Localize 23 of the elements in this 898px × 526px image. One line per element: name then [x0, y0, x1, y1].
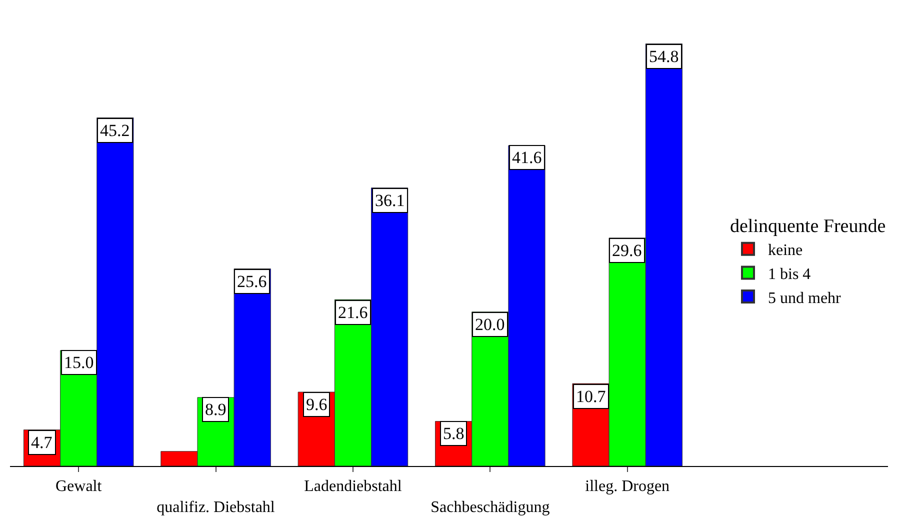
data-label: 21.6 [338, 303, 368, 322]
data-label: 20.0 [475, 315, 505, 334]
x-tick-label: Ladendiebstahl [304, 478, 402, 496]
data-label: 36.1 [375, 191, 405, 210]
data-label: 9.6 [306, 395, 328, 414]
x-tick-label: Gewalt [55, 478, 102, 496]
data-label: 8.9 [205, 400, 226, 419]
legend-label: keine [768, 242, 803, 260]
x-tick-label: illeg. Drogen [585, 478, 670, 496]
data-label: 4.7 [31, 433, 53, 452]
data-label: 41.6 [512, 148, 542, 167]
legend-label: 5 und mehr [768, 290, 842, 307]
legend-label: 1 bis 4 [768, 266, 811, 283]
data-label: 54.8 [649, 47, 679, 66]
data-label: 45.2 [100, 121, 130, 140]
x-tick-label: Sachbeschädigung [430, 499, 550, 516]
data-label: 29.6 [612, 241, 642, 260]
data-label: 10.7 [576, 387, 606, 406]
data-label: 15.0 [64, 353, 94, 372]
legend-title: delinquente Freunde [730, 216, 886, 237]
data-label: 5.8 [443, 424, 464, 443]
x-tick-label: qualifiz. Diebstahl [156, 499, 276, 516]
data-label: 25.6 [237, 272, 267, 291]
